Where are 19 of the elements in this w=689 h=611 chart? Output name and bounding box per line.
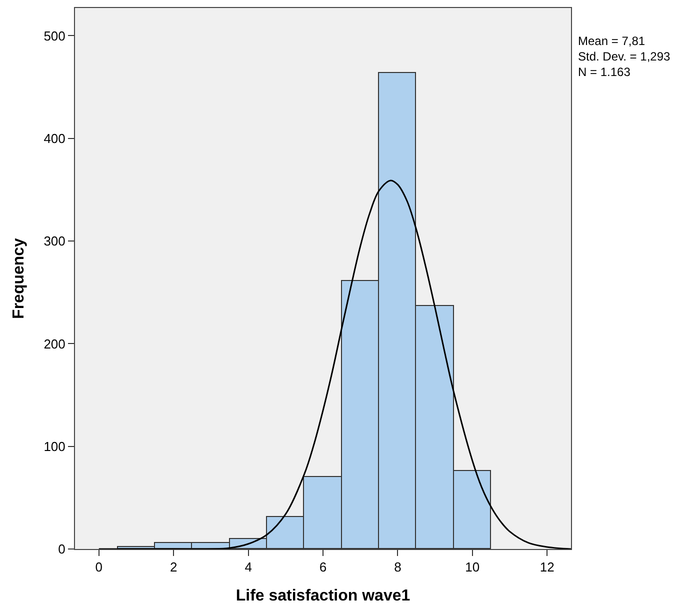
- y-tick-label: 400: [44, 130, 66, 146]
- line-series: [98, 180, 571, 549]
- text: N = 1.163: [578, 65, 631, 80]
- x-tick-label: 6: [319, 560, 327, 575]
- y-tick-label: 500: [44, 28, 66, 44]
- x-tick-label: 0: [95, 560, 103, 575]
- y-tick-label: 100: [44, 438, 66, 454]
- y-tick-label: 200: [44, 336, 66, 352]
- x-tick-label: 10: [465, 560, 480, 575]
- y-tick-label: 300: [44, 234, 66, 249]
- x-tick-label: 12: [540, 560, 554, 575]
- x-tick-label: 2: [170, 560, 178, 575]
- x-tick-label: 8: [394, 560, 402, 575]
- text: Mean = 7,81: [578, 34, 646, 48]
- x-tick-label: 4: [244, 560, 252, 575]
- text: Std. Dev. = 1,293: [578, 50, 670, 64]
- x-axis-title: Life satisfaction wave1: [236, 587, 410, 604]
- y-axis-title: Frequency: [10, 238, 28, 319]
- y-tick-label: 0: [58, 542, 66, 557]
